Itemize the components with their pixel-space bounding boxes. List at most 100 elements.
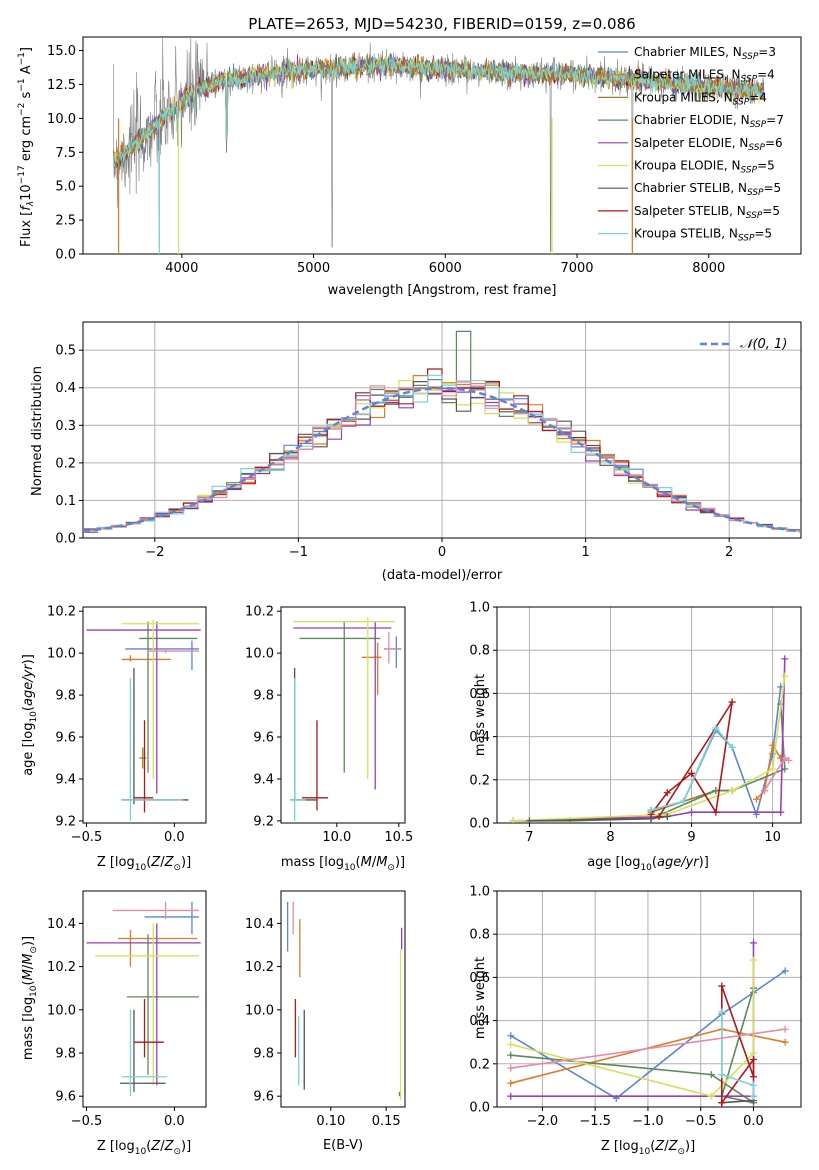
x-tick-label: 8: [606, 830, 614, 845]
y-tick-label: 0.8: [469, 928, 490, 943]
x-tick-label: 0.0: [164, 1114, 185, 1129]
x-tick-label: 5000: [297, 261, 330, 276]
x-tick-label: 0.0: [743, 1114, 764, 1129]
y-tick-label: 0.4: [469, 730, 490, 745]
mass-weight-marker: [718, 1008, 726, 1016]
wAge-ylabel: mass weight: [473, 674, 488, 756]
x-tick-label: 9: [687, 830, 695, 845]
legend-count: =5: [762, 204, 780, 218]
x-tick-label: −2.0: [527, 1114, 559, 1129]
mass-weight-marker: [655, 813, 663, 821]
y-tick-label: 0.0: [469, 817, 490, 832]
ageZ-ylabel: age [log10(age/yr)]: [21, 654, 39, 776]
legend-count: =7: [766, 113, 784, 127]
y-tick-label: 10.2: [245, 605, 274, 620]
mass-weight-marker: [679, 797, 687, 805]
axes-frame: [82, 321, 802, 539]
residual-histogram-step: [83, 381, 801, 531]
x-tick-label: −0.5: [71, 830, 103, 845]
age-vs-mass-plot: 10.0 10.5 9.2 9.4 9.6 9.8 10.0 10.2: [245, 605, 413, 845]
mass-weight-marker: [750, 1049, 757, 1057]
legend-count: =4: [749, 90, 767, 104]
y-tick-label: 7.5: [55, 146, 76, 161]
y-tick-label: 9.8: [253, 689, 274, 704]
mass-weight-marker: [507, 1040, 515, 1048]
legend-count: =4: [757, 68, 775, 82]
mass-weight-marker: [781, 655, 789, 663]
weight-vs-age-plot: 7 8 9 10 0.0 0.2 0.4 0.6 0.8 1.0: [469, 601, 802, 845]
axes-frame: [280, 890, 406, 1108]
plot-area: [509, 655, 793, 823]
y-tick-label: 9.4: [253, 772, 274, 787]
y-tick-label: 0.2: [469, 773, 490, 788]
residual-xlabel: (data-model)/error: [382, 568, 503, 583]
axes-frame: [82, 36, 802, 255]
x-tick-label: 0: [438, 545, 446, 560]
residual-ylabel: Normed distribution: [30, 366, 45, 496]
mass-weight-marker: [750, 1073, 757, 1081]
spectrum-ylabel: Flux [fλ10−17 erg cm−2 s−1 A−1]: [17, 47, 36, 247]
legend-subscript: SSP: [733, 97, 750, 107]
ageZ-xlabel: Z [log10(Z/Z⊙)]: [97, 855, 191, 873]
residual-legend: 𝒩(0, 1): [700, 337, 787, 352]
residual-histogram-plot: −2 −1 0 1 2 0.0 0.1 0.2 0.3 0.4 0.5: [55, 321, 802, 560]
mass-weight-marker: [781, 967, 789, 975]
spectrum-title: PLATE=2653, MJD=54230, FIBERID=0159, z=0…: [248, 15, 635, 33]
y-tick-label: 0.0: [55, 532, 76, 547]
mass-weight-line: [650, 701, 733, 817]
legend-subscript: SSP: [746, 211, 763, 221]
mass-weight-marker: [712, 724, 720, 732]
plot-area: [83, 330, 801, 533]
mass-weight-marker: [761, 787, 769, 795]
mass-weight-line: [513, 675, 786, 822]
legend-label: Kroupa STELIB, NSSP=5: [634, 227, 772, 244]
y-tick-label: 9.6: [253, 1090, 274, 1105]
plot-area: [289, 617, 402, 821]
y-tick-label: 9.8: [55, 689, 76, 704]
mass-weight-marker: [509, 817, 517, 823]
massEBV-xlabel: E(B-V): [323, 1138, 363, 1153]
mass-weight-marker: [507, 1079, 515, 1087]
y-tick-label: 0.5: [55, 344, 76, 359]
mass-weight-line: [650, 686, 782, 818]
mass-weight-marker: [750, 1055, 757, 1063]
mass-weight-marker: [718, 1099, 726, 1107]
mass-weight-marker: [728, 698, 736, 706]
y-tick-label: 0.0: [469, 1101, 490, 1116]
legend-label: Salpeter STELIB, NSSP=5: [634, 204, 780, 221]
ageMass-xlabel: mass [log10(M/M⊙)]: [281, 855, 405, 873]
legend-subscript: SSP: [741, 166, 758, 176]
mass-weight-marker: [663, 813, 671, 821]
y-tick-label: 9.6: [55, 1090, 76, 1105]
mass-weight-marker: [750, 1081, 757, 1089]
y-tick-label: 9.8: [253, 1047, 274, 1062]
legend-label: Chabrier MILES, NSSP=3: [634, 45, 776, 62]
plot-area: [286, 901, 403, 1101]
x-tick-label: 8000: [692, 261, 725, 276]
y-tick-label: 0.8: [469, 644, 490, 659]
axes-frame: [496, 606, 802, 824]
x-tick-label: 7000: [560, 261, 593, 276]
mass-weight-line: [755, 743, 782, 800]
y-tick-label: 2.5: [55, 214, 76, 229]
mass-weight-marker: [707, 1071, 715, 1079]
axes-frame: [82, 890, 207, 1108]
legend-subscript: SSP: [741, 75, 758, 85]
mass-weight-marker: [525, 817, 533, 823]
mass-weight-marker: [750, 956, 757, 964]
mass-weight-marker: [507, 1051, 515, 1059]
y-tick-label: 0.4: [469, 1014, 490, 1029]
legend-label: Salpeter MILES, NSSP=4: [634, 68, 775, 85]
y-tick-label: 9.4: [55, 772, 76, 787]
y-tick-label: 10.0: [47, 112, 76, 127]
plot-area: [112, 37, 765, 254]
legend-label: Salpeter ELODIE, NSSP=6: [634, 136, 783, 153]
y-tick-label: 0.1: [55, 494, 76, 509]
y-tick-label: 10.0: [47, 647, 76, 662]
x-tick-label: −2: [145, 545, 164, 560]
x-tick-label: 7: [525, 830, 533, 845]
y-tick-label: 0.4: [55, 381, 76, 396]
mass-weight-marker: [712, 808, 720, 816]
plot-area: [86, 619, 201, 821]
